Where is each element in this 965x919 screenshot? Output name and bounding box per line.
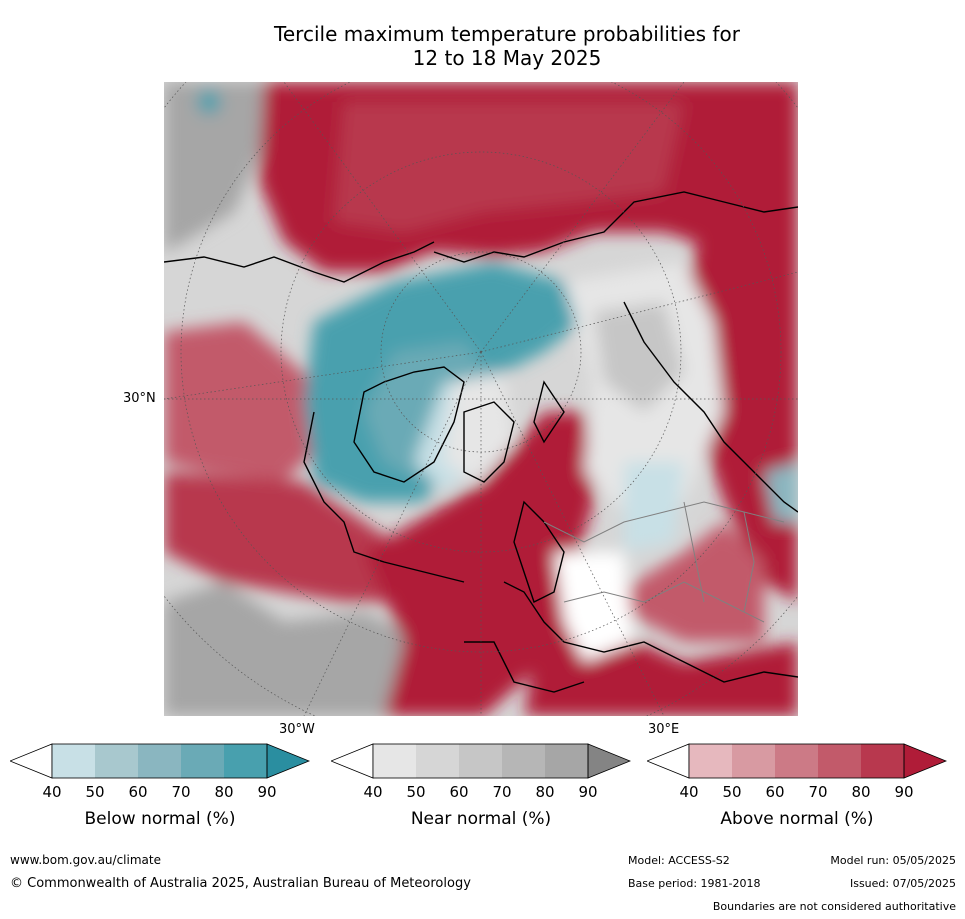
below-arrow-high: [266, 743, 311, 779]
longitude-label-east: 30°E: [648, 722, 680, 737]
below-tick-80: 80: [214, 783, 234, 801]
below-arrow-low: [8, 743, 53, 779]
near-tick-80: 80: [535, 783, 555, 801]
probability-map: [164, 82, 798, 716]
near-bin-60: [459, 744, 502, 778]
latitude-label: 30°N: [123, 391, 156, 406]
title-line-2: 12 to 18 May 2025: [412, 46, 602, 70]
footer-model: Model: ACCESS-S2: [628, 854, 730, 867]
near-bin-70: [502, 744, 545, 778]
colorbar-above-normal: [645, 743, 948, 783]
below-bin-60: [138, 744, 181, 778]
above-tick-60: 60: [765, 783, 785, 801]
colorbar-below-normal: [8, 743, 311, 783]
below-tick-50: 50: [85, 783, 105, 801]
footer-issued: Issued: 07/05/2025: [849, 877, 956, 890]
near-tick-90: 90: [578, 783, 598, 801]
map-title: Tercile maximum temperature probabilitie…: [200, 22, 814, 70]
above-bin-40: [689, 744, 732, 778]
above-bin-60: [775, 744, 818, 778]
footer-model-run: Model run: 05/05/2025: [830, 854, 956, 867]
below-tick-70: 70: [171, 783, 191, 801]
near-bin-40: [373, 744, 416, 778]
below-bin-50: [95, 744, 138, 778]
above-bin-80: [861, 744, 904, 778]
above-tick-70: 70: [808, 783, 828, 801]
below-tick-90: 90: [257, 783, 277, 801]
title-line-1: Tercile maximum temperature probabilitie…: [274, 22, 740, 46]
colorbar-near-svg: [329, 743, 632, 779]
near-tick-60: 60: [449, 783, 469, 801]
longitude-label-west: 30°W: [279, 722, 315, 737]
near-tick-40: 40: [363, 783, 383, 801]
above-tick-90: 90: [894, 783, 914, 801]
coastlines: [164, 191, 798, 693]
footer-website: www.bom.gov.au/climate: [10, 853, 161, 867]
below-tick-40: 40: [42, 783, 62, 801]
below-outline: [51, 743, 268, 779]
colorbar-above-label: Above normal (%): [720, 809, 874, 829]
probability-fields: [164, 82, 798, 716]
above-outline: [688, 743, 905, 779]
below-bin-80: [224, 744, 267, 778]
footer-disclaimer: Boundaries are not considered authoritat…: [712, 900, 956, 913]
above-arrow-high: [903, 743, 948, 779]
country-borders: [543, 501, 785, 623]
near-bin-80: [545, 744, 588, 778]
near-tick-50: 50: [406, 783, 426, 801]
below-bin-70: [181, 744, 224, 778]
map-canvas: [164, 82, 798, 716]
above-tick-50: 50: [722, 783, 742, 801]
below-bin-40: [52, 744, 95, 778]
above-arrow-low: [645, 743, 690, 779]
above-bin-70: [818, 744, 861, 778]
above-bin-50: [732, 744, 775, 778]
colorbar-below-svg: [8, 743, 311, 779]
colorbar-below-label: Below normal (%): [84, 809, 236, 829]
colorbar-near-label: Near normal (%): [410, 809, 552, 829]
graticule: [164, 82, 798, 716]
colorbar-near-normal: [329, 743, 632, 783]
near-bin-50: [416, 744, 459, 778]
footer-copyright: © Commonwealth of Australia 2025, Austra…: [10, 876, 471, 891]
near-outline: [372, 743, 589, 779]
above-tick-80: 80: [851, 783, 871, 801]
footer-base-period: Base period: 1981-2018: [628, 877, 761, 890]
colorbar-above-svg: [645, 743, 948, 779]
near-tick-70: 70: [492, 783, 512, 801]
above-tick-40: 40: [679, 783, 699, 801]
near-arrow-high: [587, 743, 632, 779]
below-tick-60: 60: [128, 783, 148, 801]
near-arrow-low: [329, 743, 374, 779]
